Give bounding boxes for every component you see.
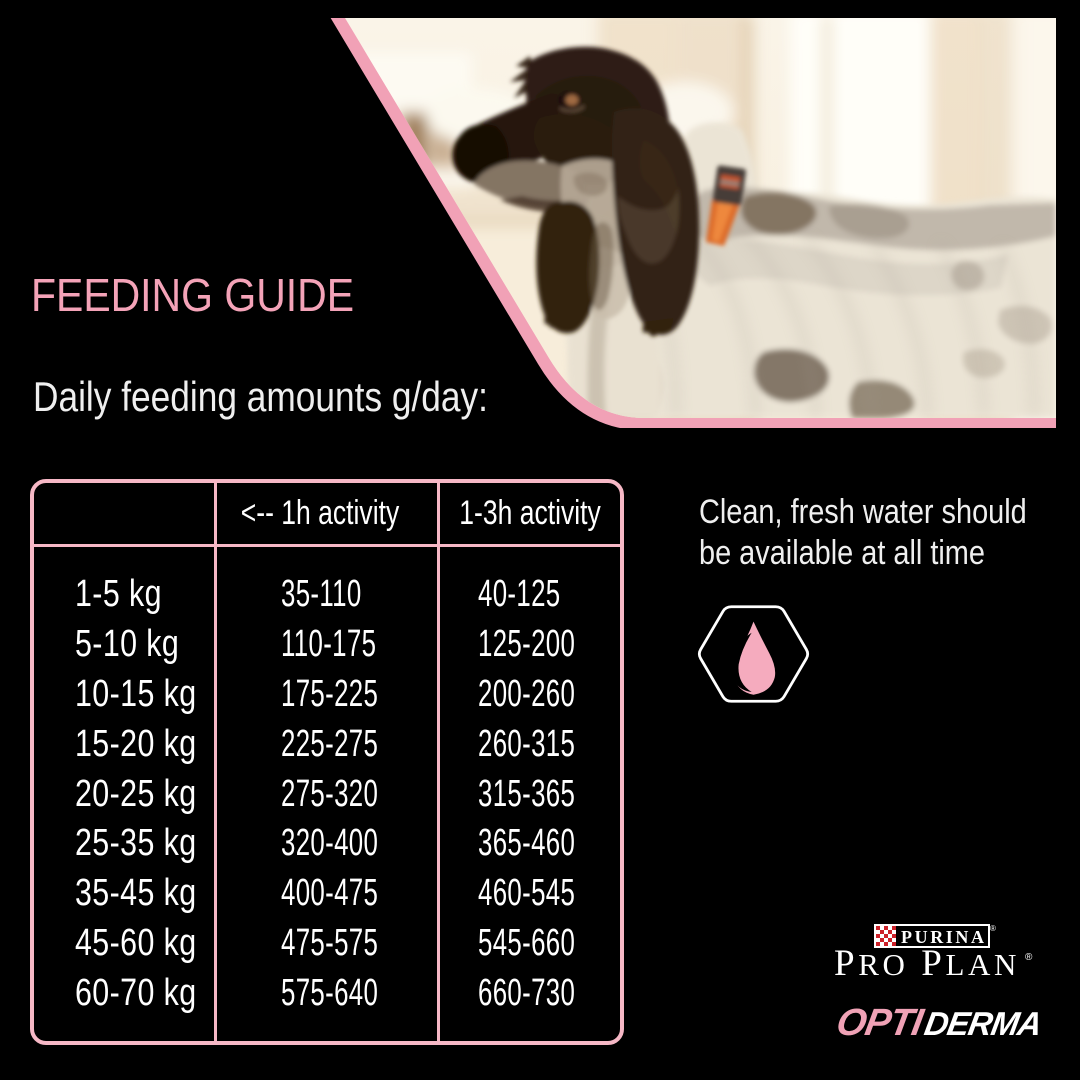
svg-text:OPTI: OPTI: [833, 1001, 928, 1044]
svg-text:®: ®: [990, 924, 996, 933]
svg-text:PRO PLAN: PRO PLAN: [834, 944, 1020, 984]
svg-text:®: ®: [1025, 952, 1033, 963]
svg-text:PURINA: PURINA: [901, 927, 987, 947]
svg-text:DERMA: DERMA: [922, 1006, 1044, 1043]
